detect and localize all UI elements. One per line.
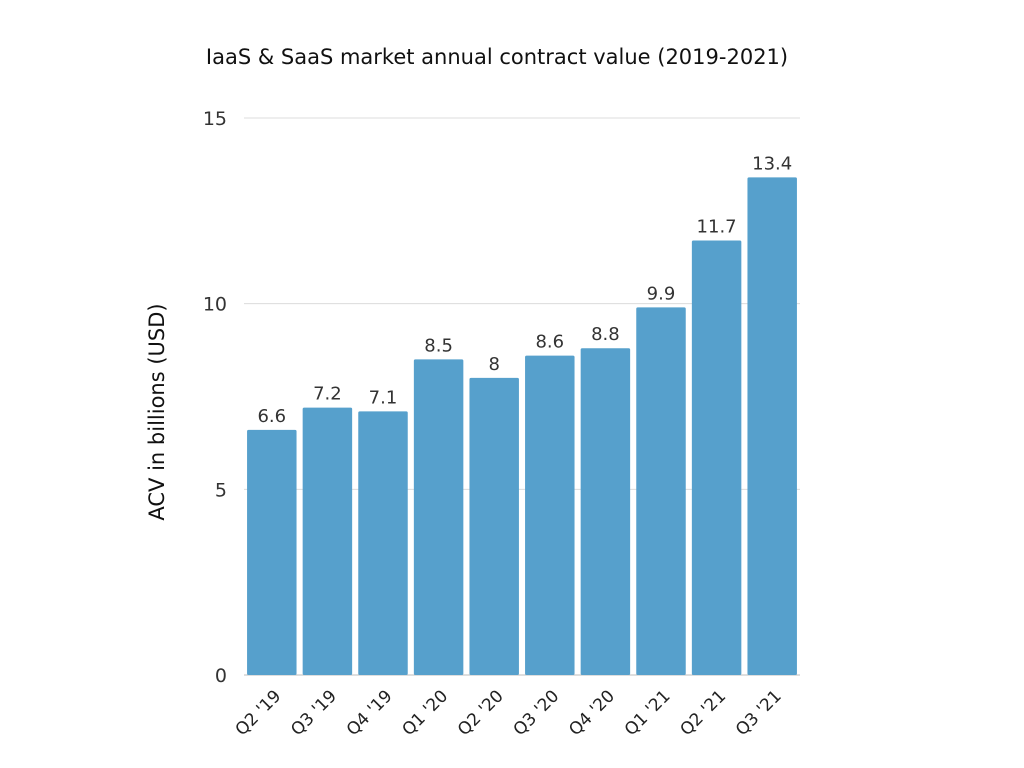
bar	[525, 355, 575, 675]
bar	[747, 177, 797, 675]
bar	[469, 377, 519, 675]
y-tick-label: 0	[215, 665, 227, 687]
bar	[691, 240, 742, 676]
bar-value-label: 8	[488, 354, 499, 375]
bar-value-label: 9.9	[647, 283, 676, 304]
bar-value-label: 7.2	[313, 384, 342, 405]
x-tick-label: Q2 '20	[454, 686, 508, 740]
bar-value-label: 13.4	[752, 153, 792, 174]
bar-value-label: 8.5	[424, 335, 453, 356]
bar	[636, 307, 686, 675]
bar-value-label: 6.6	[257, 406, 286, 427]
x-tick-label: Q3 '21	[732, 686, 786, 740]
y-tick-label: 15	[203, 108, 227, 130]
x-tick-label: Q3 '20	[510, 686, 564, 740]
x-tick-label: Q4 '19	[343, 686, 397, 740]
bar-value-label: 8.8	[591, 324, 620, 345]
bar-value-label: 8.6	[535, 332, 564, 353]
y-axis-label: ACV in billions (USD)	[145, 303, 169, 520]
x-tick-label: Q2 '21	[676, 686, 730, 740]
bar	[413, 359, 464, 675]
x-tick-label: Q3 '19	[287, 686, 341, 740]
bar	[247, 429, 297, 675]
bar-value-label: 11.7	[697, 217, 737, 238]
x-tick-label: Q1 '21	[621, 686, 675, 740]
bar-value-label: 7.1	[369, 387, 398, 408]
y-axis-ticks: 0 5 10 15	[203, 108, 227, 687]
bar	[358, 411, 408, 675]
bars	[247, 177, 797, 676]
chart-title: IaaS & SaaS market annual contract value…	[206, 45, 788, 69]
value-labels: 6.6 7.2 7.1 8.5 8 8.6 8.8 9.9 11.7 13.4	[257, 153, 792, 427]
x-tick-label: Q1 '20	[398, 686, 452, 740]
y-tick-label: 10	[203, 294, 227, 316]
bar	[302, 407, 353, 675]
y-tick-label: 5	[215, 479, 227, 501]
bar	[580, 348, 631, 675]
x-tick-label: Q2 '19	[232, 686, 286, 740]
x-axis-ticks: Q2 '19 Q3 '19 Q4 '19 Q1 '20 Q2 '20 Q3 '20 Q4 '…	[232, 686, 786, 740]
x-tick-label: Q4 '20	[565, 686, 619, 740]
